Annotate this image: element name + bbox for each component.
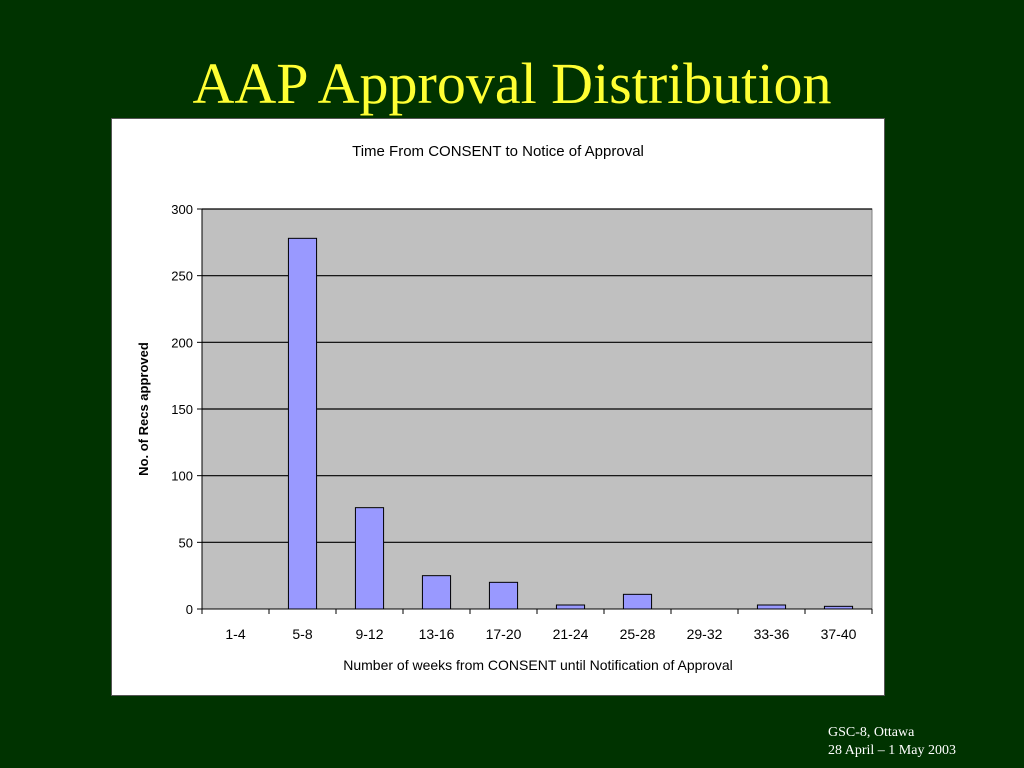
x-axis-label: Number of weeks from CONSENT until Notif… <box>343 657 733 673</box>
y-tick-label: 300 <box>171 202 193 217</box>
x-tick-label: 13-16 <box>419 626 455 642</box>
footer-dates: 28 April – 1 May 2003 <box>828 743 956 758</box>
x-tick-label: 5-8 <box>292 626 312 642</box>
y-tick-label: 150 <box>171 402 193 417</box>
x-tick-label: 25-28 <box>620 626 656 642</box>
footer-event: GSC-8, Ottawa <box>828 725 915 740</box>
slide-footer: GSC-8, Ottawa 28 April – 1 May 2003 <box>828 724 956 760</box>
x-tick-label: 29-32 <box>687 626 723 642</box>
bar-33-36 <box>756 604 787 610</box>
bar-9-12 <box>354 507 385 610</box>
x-tick-label: 1-4 <box>225 626 245 642</box>
bar-37-40 <box>823 605 854 610</box>
y-tick-label: 250 <box>171 269 193 284</box>
slide-title: AAP Approval Distribution <box>192 51 832 116</box>
x-tick-label: 21-24 <box>553 626 589 642</box>
bar-21-24 <box>555 604 586 610</box>
bar-25-28 <box>622 593 653 610</box>
y-tick-label: 100 <box>171 469 193 484</box>
y-tick-label: 200 <box>171 335 193 350</box>
y-tick-label: 0 <box>186 602 193 617</box>
bar-13-16 <box>421 575 452 610</box>
x-tick-label: 37-40 <box>821 626 857 642</box>
x-tick-label: 9-12 <box>355 626 383 642</box>
chart-title: Time From CONSENT to Notice of Approval <box>352 143 644 160</box>
y-tick-label: 50 <box>179 535 193 550</box>
bar-5-8 <box>287 237 318 610</box>
bar-17-20 <box>488 581 519 610</box>
x-tick-label: 17-20 <box>486 626 522 642</box>
x-tick-label: 33-36 <box>754 626 790 642</box>
y-axis-label: No. of Recs approved <box>136 342 151 476</box>
bar-chart: Time From CONSENT to Notice of Approval … <box>136 143 873 673</box>
plot-area-group: 0 50 100 150 200 250 300 1-4 5-8 9-12 13-16 17-20 21… <box>171 202 873 642</box>
chart-panel: Time From CONSENT to Notice of Approval … <box>111 118 885 696</box>
